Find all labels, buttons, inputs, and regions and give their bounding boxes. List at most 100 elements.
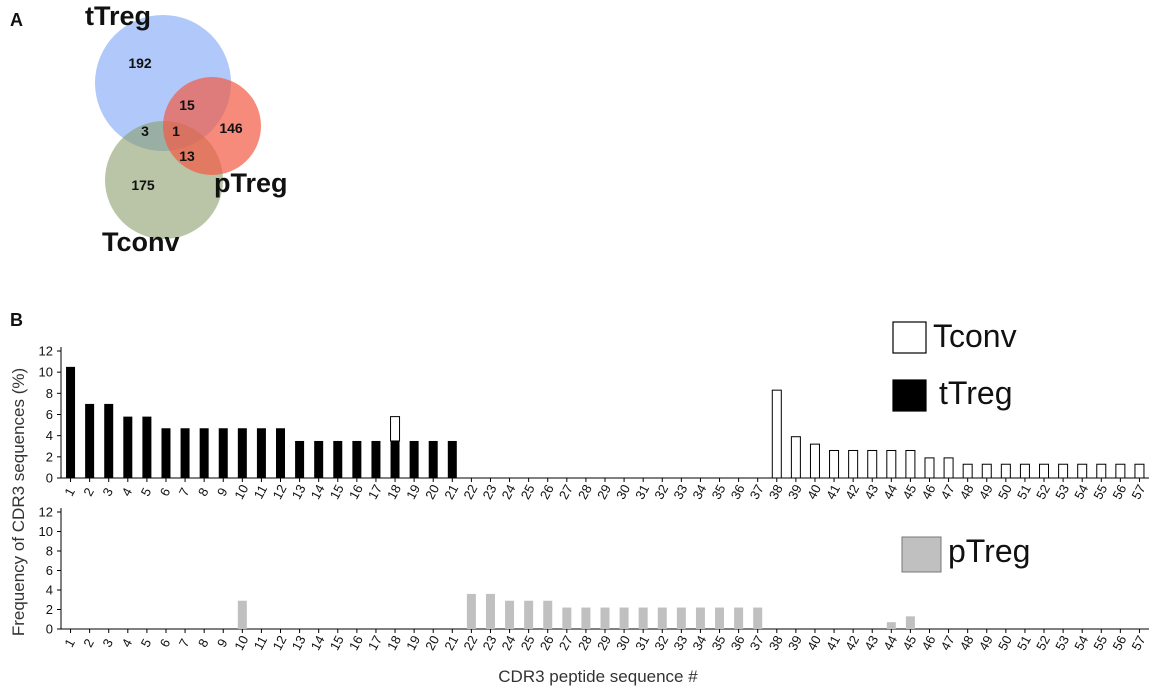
bottom-x-tick-label: 7 — [176, 636, 193, 649]
bottom-x-tick-label: 57 — [1128, 633, 1148, 653]
legend-swatch-ptreg — [901, 536, 942, 573]
venn-count-all-three: 1 — [172, 123, 180, 139]
top-x-tick-label: 28 — [575, 482, 595, 502]
top-x-tick-label: 16 — [346, 482, 366, 502]
bottom-bar-ptreg — [905, 616, 915, 629]
bottom-x-tick-label: 53 — [1052, 633, 1072, 653]
bottom-bar-ptreg — [505, 600, 515, 629]
top-y-tick-label: 10 — [39, 365, 53, 380]
venn-count-ttreg-tconv: 3 — [141, 123, 149, 139]
venn-count-ttreg-only: 192 — [128, 55, 152, 71]
bottom-x-tick-label: 55 — [1090, 633, 1110, 653]
top-x-tick-label: 41 — [823, 482, 843, 502]
bottom-x-tick-label: 24 — [499, 633, 519, 653]
top-bar-ttreg — [199, 428, 209, 478]
bottom-x-tick-label: 36 — [728, 633, 748, 653]
bottom-x-tick-label: 34 — [689, 633, 709, 653]
bottom-y-tick-label: 4 — [46, 583, 53, 598]
bottom-bar-ptreg — [600, 607, 610, 629]
top-bar-tconv — [943, 457, 954, 479]
top-x-tick-label: 8 — [195, 485, 212, 498]
top-x-tick-label: 44 — [880, 482, 900, 502]
top-x-tick-label: 31 — [632, 482, 652, 502]
bottom-x-tick-label: 28 — [575, 633, 595, 653]
top-x-tick-label: 36 — [728, 482, 748, 502]
top-bar-tconv — [1115, 463, 1126, 479]
top-x-tick-label: 22 — [460, 482, 480, 502]
legend-label-ttreg: tTreg — [939, 375, 1013, 411]
bottom-x-tick-label: 17 — [365, 633, 385, 653]
top-x-tick-label: 52 — [1033, 482, 1053, 502]
bottom-x-tick-label: 47 — [938, 633, 958, 653]
bottom-bar-ptreg — [657, 607, 667, 629]
bottom-x-tick-label: 14 — [308, 633, 328, 653]
top-bar-ttreg — [237, 428, 247, 478]
top-x-tick-label: 4 — [119, 485, 136, 498]
bottom-x-tick-label: 32 — [651, 633, 671, 653]
venn-count-ttreg-ptreg: 15 — [179, 97, 195, 113]
top-bar-ttreg — [218, 428, 228, 478]
bottom-x-tick-label: 16 — [346, 633, 366, 653]
top-x-tick-label: 55 — [1090, 482, 1110, 502]
bottom-bar-ptreg — [695, 607, 705, 629]
top-bar-tconv — [1077, 463, 1088, 479]
top-bar-tconv — [790, 436, 801, 479]
venn-circle-ptreg — [163, 77, 261, 175]
top-x-tick-label: 29 — [594, 482, 614, 502]
bottom-x-tick-label: 44 — [880, 633, 900, 653]
bottom-x-tick-label: 18 — [384, 633, 404, 653]
bottom-x-tick-label: 39 — [785, 633, 805, 653]
top-bar-tconv — [771, 389, 782, 479]
bottom-bar-ptreg — [562, 607, 572, 629]
bottom-x-tick-label: 10 — [231, 633, 251, 653]
top-y-tick-label: 12 — [39, 344, 53, 359]
x-axis-title: CDR3 peptide sequence # — [498, 667, 698, 686]
top-bar-ttreg — [123, 416, 133, 478]
bottom-x-tick-label: 56 — [1109, 633, 1129, 653]
bottom-x-tick-label: 23 — [479, 633, 499, 653]
bottom-x-tick-label: 13 — [289, 633, 309, 653]
top-x-tick-label: 6 — [157, 485, 174, 498]
bottom-x-tick-label: 21 — [441, 633, 461, 653]
venn-label-ttreg: tTreg — [85, 1, 151, 31]
top-x-tick-label: 33 — [670, 482, 690, 502]
top-bar-tconv — [905, 449, 916, 479]
top-x-tick-label: 9 — [214, 485, 231, 498]
top-x-tick-label: 43 — [861, 482, 881, 502]
top-x-tick-label: 54 — [1071, 482, 1091, 502]
top-bar-tconv — [981, 463, 992, 479]
bottom-x-tick-label: 46 — [918, 633, 938, 653]
bottom-x-tick-label: 43 — [861, 633, 881, 653]
top-x-tick-label: 38 — [766, 482, 786, 502]
bottom-y-tick-label: 0 — [46, 622, 53, 637]
top-y-tick-label: 4 — [46, 428, 53, 443]
top-x-tick-label: 57 — [1128, 482, 1148, 502]
top-x-tick-label: 19 — [403, 482, 423, 502]
top-x-tick-label: 10 — [231, 482, 251, 502]
bottom-bar-ptreg — [485, 593, 495, 629]
top-bar-tconv — [886, 449, 897, 479]
venn-count-ptreg-tconv: 13 — [179, 148, 195, 164]
venn-count-tconv-only: 175 — [131, 177, 155, 193]
top-bar-ttreg — [104, 403, 114, 478]
top-x-tick-label: 25 — [518, 482, 538, 502]
top-x-tick-label: 5 — [138, 485, 155, 498]
top-y-tick-label: 8 — [46, 386, 53, 401]
top-bar-ttreg — [161, 428, 171, 478]
top-x-tick-label: 47 — [938, 482, 958, 502]
top-x-tick-label: 49 — [976, 482, 996, 502]
panel-label-a: A — [10, 10, 23, 30]
bottom-x-tick-label: 51 — [1014, 633, 1034, 653]
bottom-x-tick-label: 6 — [157, 636, 174, 649]
bottom-x-tick-label: 4 — [119, 636, 136, 649]
top-x-tick-label: 2 — [80, 485, 97, 498]
bottom-x-tick-label: 25 — [518, 633, 538, 653]
top-bar-ttreg — [276, 428, 286, 478]
top-x-tick-label: 20 — [422, 482, 442, 502]
bottom-x-tick-label: 41 — [823, 633, 843, 653]
top-bar-tconv — [1134, 463, 1145, 479]
bottom-x-tick-label: 3 — [99, 636, 116, 649]
top-x-tick-label: 48 — [957, 482, 977, 502]
top-bar-tconv — [809, 443, 820, 479]
